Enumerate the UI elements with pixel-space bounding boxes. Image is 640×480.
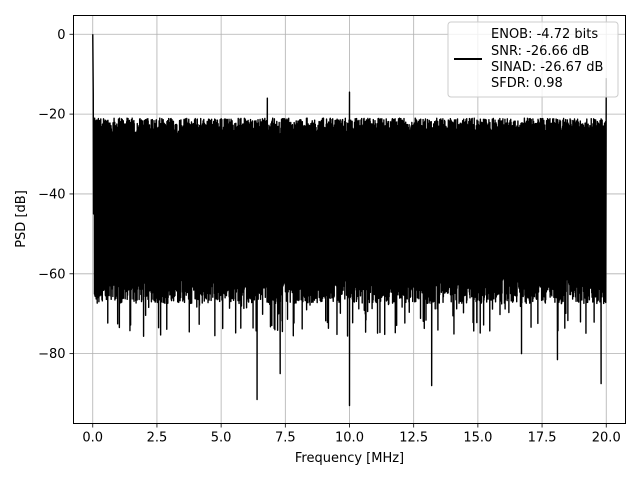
legend-entry-sinad: SINAD: -26.67 dB	[491, 60, 603, 75]
ticks: 0.0 2.5 5.0 7.5 10.0 12.5 15.0 17.5 20.0 0 −20 −40 −…	[38, 28, 621, 446]
psd-series-line	[92, 34, 607, 407]
x-tick-label: 12.5	[399, 431, 428, 446]
x-tick-label: 2.5	[147, 431, 168, 446]
y-tick-label: −60	[38, 267, 65, 282]
x-axis-label: Frequency [MHz]	[295, 451, 404, 466]
y-tick-label: −80	[38, 347, 65, 362]
y-tick-label: 0	[57, 28, 65, 43]
x-tick-label: 7.5	[275, 431, 296, 446]
x-tick-label: 15.0	[463, 431, 492, 446]
x-tick-label: 20.0	[592, 431, 621, 446]
plot-area	[92, 34, 607, 407]
legend-entry-enob: ENOB: -4.72 bits	[491, 27, 598, 42]
y-axis-label: PSD [dB]	[14, 190, 29, 248]
x-tick-label: 5.0	[211, 431, 232, 446]
legend-entry-sfdr: SFDR: 0.98	[491, 76, 563, 91]
x-tick-label: 17.5	[528, 431, 557, 446]
legend-entry-snr: SNR: -26.66 dB	[491, 44, 589, 59]
x-tick-label: 0.0	[82, 431, 103, 446]
x-tick-label: 10.0	[335, 431, 364, 446]
legend: ENOB: -4.72 bits SNR: -26.66 dB SINAD: -…	[447, 21, 619, 98]
y-tick-label: −20	[38, 108, 65, 123]
legend-box	[447, 21, 619, 98]
y-tick-label: −40	[38, 187, 65, 202]
